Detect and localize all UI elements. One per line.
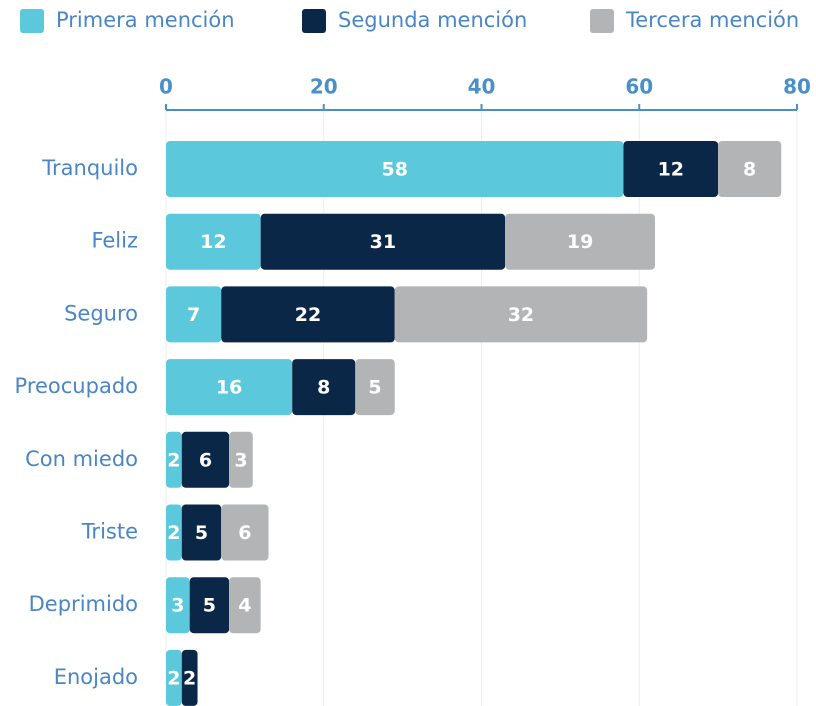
bar-segment — [181, 431, 230, 488]
category-label: Enojado — [54, 665, 138, 689]
bar-segment — [166, 431, 182, 488]
bar-segment — [166, 649, 182, 706]
value-label: 8 — [317, 377, 330, 399]
legend-swatch — [590, 9, 614, 33]
value-label: 12 — [200, 231, 226, 253]
bar-segment — [229, 431, 253, 488]
x-tick-label: 40 — [468, 75, 496, 99]
value-label: 32 — [508, 304, 534, 326]
bar-segment — [181, 649, 198, 706]
legend-swatch — [20, 9, 44, 33]
value-label: 2 — [167, 449, 180, 471]
category-label: Triste — [81, 520, 138, 544]
x-tick-label: 20 — [310, 75, 338, 99]
bar-segment — [355, 359, 395, 416]
bar-segment — [166, 213, 261, 270]
bar-segment — [292, 359, 356, 416]
value-label: 2 — [167, 667, 180, 689]
category-label: Deprimido — [29, 592, 138, 616]
bar-segment — [394, 286, 648, 343]
legend-label: Segunda mención — [338, 8, 527, 32]
category-label: Seguro — [64, 301, 138, 325]
bar-segment — [221, 504, 269, 561]
value-label: 22 — [295, 304, 321, 326]
x-tick-label: 60 — [625, 75, 653, 99]
value-label: 31 — [370, 231, 396, 253]
value-label: 4 — [238, 595, 251, 617]
value-label: 6 — [199, 449, 212, 471]
legend-swatch — [302, 9, 326, 33]
value-label: 3 — [234, 449, 247, 471]
category-label: Preocupado — [15, 374, 138, 398]
value-label: 5 — [203, 595, 216, 617]
value-label: 2 — [167, 522, 180, 544]
bar-segment — [166, 141, 624, 197]
value-label: 8 — [743, 159, 756, 181]
value-label: 58 — [382, 159, 408, 181]
x-tick-label: 0 — [159, 75, 173, 99]
category-label: Con miedo — [25, 447, 138, 471]
bar-segment — [623, 141, 719, 197]
bar-segment — [229, 577, 261, 634]
bar-segment — [166, 577, 190, 634]
bar-segment — [718, 141, 782, 197]
value-label: 6 — [238, 522, 251, 544]
bar-segment — [505, 213, 656, 270]
bar-segment — [166, 504, 182, 561]
value-label: 3 — [171, 595, 184, 617]
value-label: 16 — [216, 377, 242, 399]
x-tick-label: 80 — [783, 75, 811, 99]
bar-segment — [166, 286, 222, 343]
bar-segment — [260, 213, 506, 270]
value-label: 12 — [658, 159, 684, 181]
value-label: 5 — [368, 377, 381, 399]
category-label: Tranquilo — [41, 156, 138, 180]
legend-label: Tercera mención — [625, 8, 799, 32]
value-label: 2 — [183, 667, 196, 689]
bar-segment — [221, 286, 395, 343]
bar-segment — [166, 359, 293, 416]
value-label: 7 — [187, 304, 200, 326]
legend-label: Primera mención — [56, 8, 235, 32]
value-label: 19 — [567, 231, 593, 253]
value-label: 5 — [195, 522, 208, 544]
bar-segment — [181, 504, 222, 561]
category-label: Feliz — [91, 229, 138, 253]
bar-segment — [189, 577, 230, 634]
